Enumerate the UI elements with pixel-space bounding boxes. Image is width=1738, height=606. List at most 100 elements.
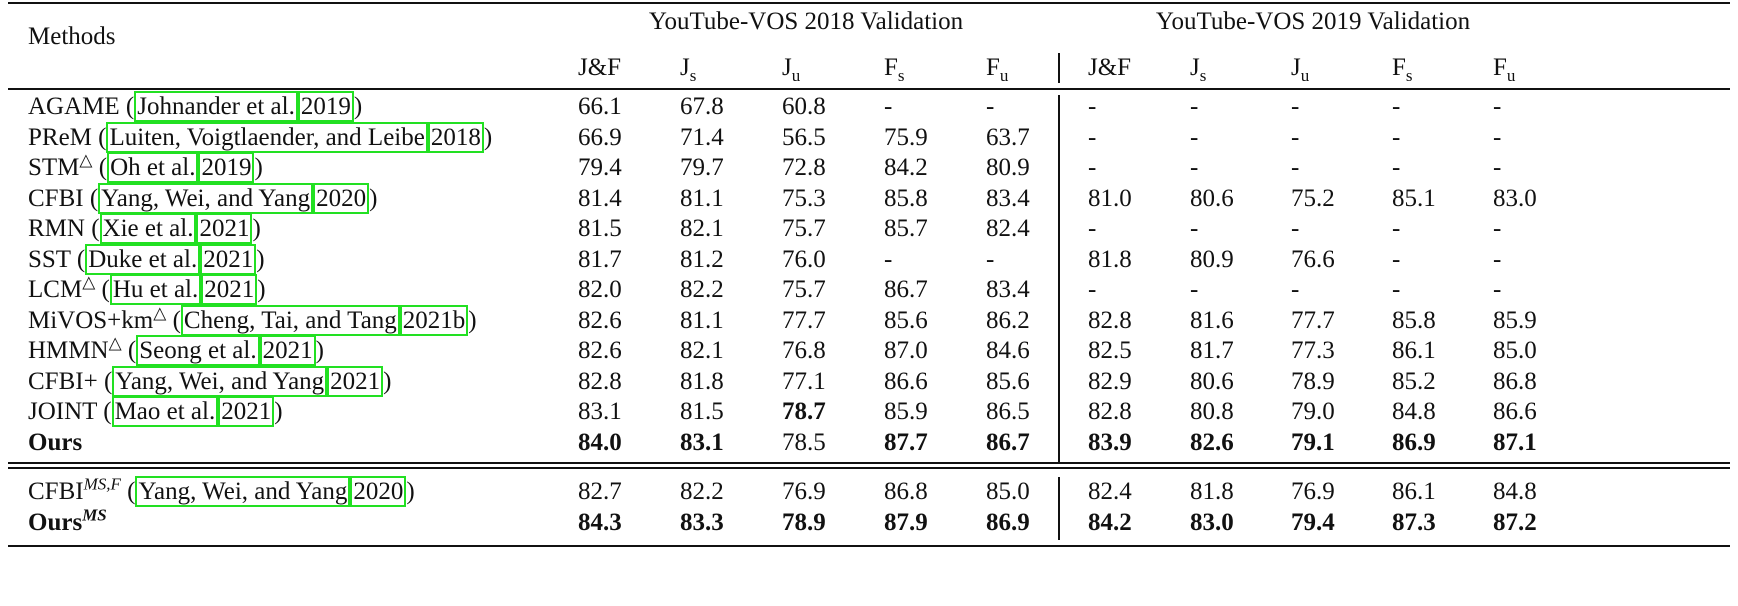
column-separator xyxy=(1058,477,1060,540)
column-sub: s xyxy=(897,66,905,85)
method-superscript: △ xyxy=(82,272,96,292)
citation-authors[interactable]: Xie et al. xyxy=(99,213,197,244)
citation-authors[interactable]: Hu et al. xyxy=(109,274,202,305)
value-cell: 76.0 xyxy=(782,245,826,273)
value-cell: 77.3 xyxy=(1291,337,1335,364)
value-cell: 72.8 xyxy=(782,154,826,181)
methods-header: Methods xyxy=(28,23,116,50)
value-cell: 81.5 xyxy=(578,215,622,242)
citation-authors[interactable]: Cheng, Tai, and Tang xyxy=(180,304,400,336)
group-header: YouTube-VOS 2019 Validation xyxy=(1155,8,1471,35)
value-cell: 80.6 xyxy=(1190,367,1234,395)
value-cell: - xyxy=(1088,93,1097,120)
citation-year[interactable]: 2020 xyxy=(313,182,370,214)
citation-authors[interactable]: Johnander et al. xyxy=(134,91,298,122)
value-cell: - xyxy=(884,93,893,120)
value-cell: 82.6 xyxy=(1190,428,1234,456)
method-name: AGAME xyxy=(28,93,120,120)
value-cell: - xyxy=(1392,276,1401,303)
value-cell: 76.8 xyxy=(782,337,826,364)
value-cell: 84.3 xyxy=(578,508,622,536)
value-cell: 86.6 xyxy=(884,367,928,395)
value-cell: 82.8 xyxy=(578,367,622,395)
citation-close: ) xyxy=(353,93,363,120)
value-cell: 82.8 xyxy=(1088,306,1132,334)
citation-year[interactable]: 2020 xyxy=(350,476,407,507)
value-cell: 82.0 xyxy=(578,276,622,303)
section-rule xyxy=(8,462,1730,464)
value-cell: - xyxy=(1088,154,1097,181)
citation-authors[interactable]: Luiten, Voigtlaender, and Leibe xyxy=(106,121,428,153)
value-cell: 78.9 xyxy=(1291,367,1335,395)
value-cell: 82.7 xyxy=(578,478,622,505)
value-cell: 86.9 xyxy=(986,508,1030,536)
citation-authors[interactable]: Yang, Wei, and Yang xyxy=(112,365,328,397)
citation-close: ) xyxy=(254,154,263,181)
value-cell: 81.7 xyxy=(578,245,622,273)
citation-authors[interactable]: Mao et al. xyxy=(111,396,219,427)
value-cell: 79.7 xyxy=(680,154,724,181)
value-cell: - xyxy=(1291,154,1300,181)
value-cell: 84.8 xyxy=(1392,398,1436,425)
value-cell: - xyxy=(1190,215,1199,242)
value-cell: 76.6 xyxy=(1291,245,1335,273)
citation-authors[interactable]: Seong et al. xyxy=(136,335,260,366)
citation-authors[interactable]: Yang, Wei, and Yang xyxy=(135,476,351,507)
value-cell: 81.1 xyxy=(680,306,724,334)
citation-year[interactable]: 2019 xyxy=(297,91,354,122)
column-main: J&F xyxy=(1088,54,1132,81)
value-cell: 86.7 xyxy=(986,428,1030,456)
method-cell: JOINT (Mao et al. 2021) xyxy=(28,396,283,427)
value-cell: - xyxy=(1291,215,1300,242)
value-cell: - xyxy=(1291,123,1300,151)
value-cell: - xyxy=(1392,123,1401,151)
citation-year[interactable]: 2021 xyxy=(218,396,275,427)
method-name: MiVOS+km xyxy=(28,306,154,334)
value-cell: 84.2 xyxy=(884,154,928,181)
column-header: J&F xyxy=(1088,54,1131,82)
column-main: J&F xyxy=(578,54,622,81)
value-cell: 84.6 xyxy=(986,337,1030,364)
citation-year[interactable]: 2019 xyxy=(198,152,255,183)
method-cell: Ours xyxy=(28,429,82,457)
method-superscript: MS,F xyxy=(83,474,121,494)
value-cell: 80.8 xyxy=(1190,398,1234,425)
citation-year[interactable]: 2021 xyxy=(327,365,384,397)
column-sub: u xyxy=(999,66,1009,85)
column-main: J xyxy=(1190,54,1200,81)
citation-authors[interactable]: Yang, Wei, and Yang xyxy=(98,182,314,214)
value-cell: 80.9 xyxy=(986,154,1030,181)
value-cell: - xyxy=(1190,93,1199,120)
value-cell: 82.5 xyxy=(1088,337,1132,364)
value-cell: 79.1 xyxy=(1291,428,1335,456)
citation-open: ( xyxy=(76,245,86,273)
citation-close: ) xyxy=(315,337,324,364)
value-cell: - xyxy=(1392,215,1401,242)
value-cell: 71.4 xyxy=(680,123,724,151)
value-cell: 79.4 xyxy=(578,154,622,181)
column-main: F xyxy=(884,54,898,81)
value-cell: - xyxy=(1493,93,1502,120)
citation-year[interactable]: 2021 xyxy=(259,335,316,366)
value-cell: 81.7 xyxy=(1190,337,1234,364)
value-cell: 76.9 xyxy=(1291,478,1335,505)
citation-close: ) xyxy=(383,367,392,395)
citation-year[interactable]: 2018 xyxy=(427,121,484,153)
value-cell: 85.9 xyxy=(884,398,928,425)
citation-close: ) xyxy=(406,478,415,505)
column-header: Fu xyxy=(1493,54,1515,84)
column-main: J xyxy=(1291,54,1301,81)
value-cell: 81.4 xyxy=(578,184,622,212)
citation-authors[interactable]: Duke et al. xyxy=(85,243,201,275)
value-cell: 86.2 xyxy=(986,306,1030,334)
citation-year[interactable]: 2021 xyxy=(200,243,257,275)
method-name: HMMN xyxy=(28,337,109,364)
citation-year[interactable]: 2021 xyxy=(201,274,258,305)
citation-year[interactable]: 2021b xyxy=(399,304,469,336)
value-cell: 86.7 xyxy=(884,276,928,303)
value-cell: 81.1 xyxy=(680,184,724,212)
value-cell: 87.0 xyxy=(884,337,928,364)
citation-authors[interactable]: Oh et al. xyxy=(107,152,199,183)
citation-year[interactable]: 2021 xyxy=(196,213,253,244)
method-superscript: △ xyxy=(108,333,122,353)
